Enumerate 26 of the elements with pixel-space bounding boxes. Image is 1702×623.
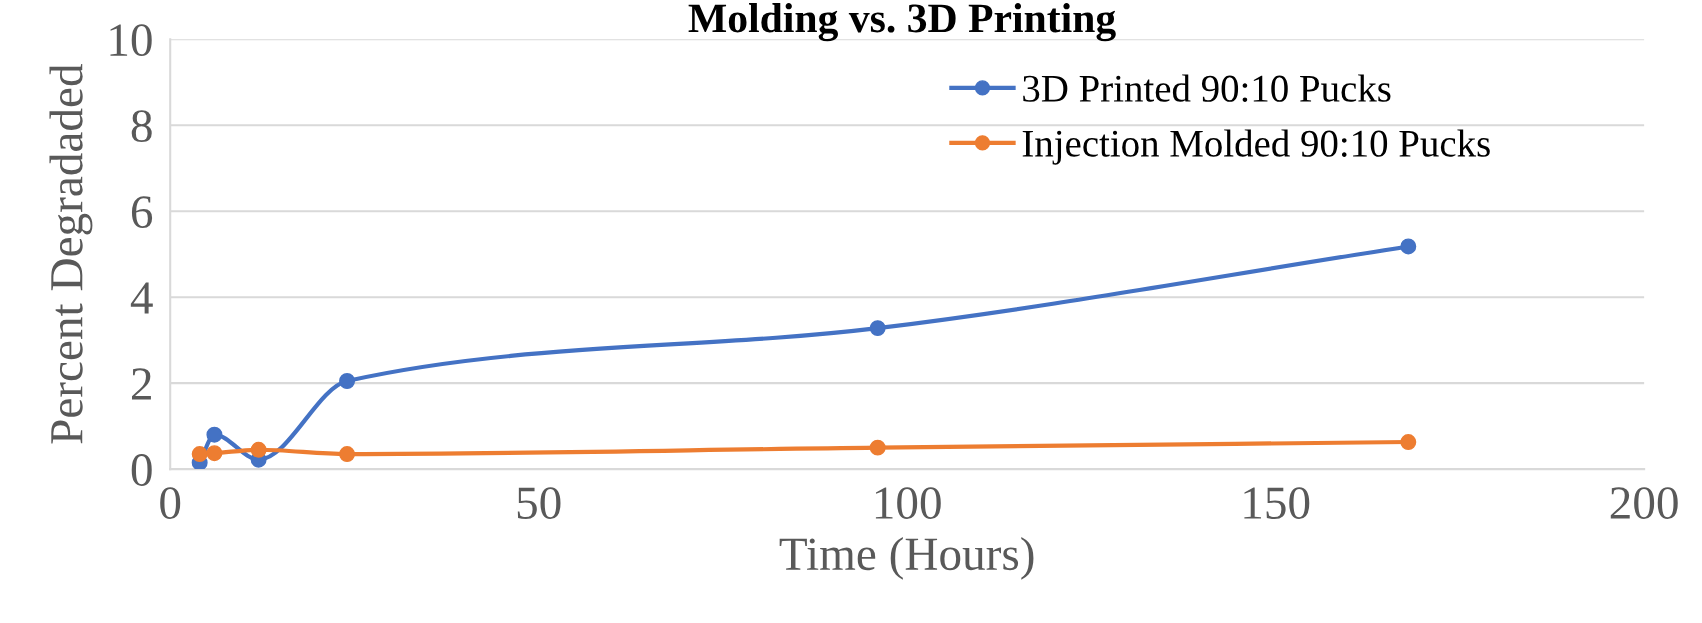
legend-label: Injection Molded 90:10 Pucks bbox=[1022, 129, 1490, 165]
x-tick-label: 100 bbox=[875, 487, 941, 520]
x-tick-label: 0 bbox=[160, 487, 181, 520]
x-axis-title: Time (Hours) bbox=[779, 536, 1034, 580]
y-tick-label: 2 bbox=[132, 368, 151, 400]
y-tick-label: 10 bbox=[110, 24, 152, 57]
point bbox=[869, 320, 886, 337]
y-tick-label: 4 bbox=[130, 282, 153, 314]
x-tick-label: 150 bbox=[1244, 487, 1310, 520]
y-tick-label: 8 bbox=[131, 110, 152, 143]
point bbox=[339, 446, 356, 463]
x-tick-label: 50 bbox=[517, 487, 561, 520]
point bbox=[339, 373, 356, 389]
point bbox=[206, 445, 223, 462]
x-tick-label: 200 bbox=[1610, 487, 1678, 520]
point bbox=[191, 446, 208, 463]
y-tick-label: 0 bbox=[131, 454, 152, 486]
chart-title: Molding vs. 3D Printing bbox=[688, 3, 1116, 42]
point bbox=[1400, 434, 1417, 451]
y-tick-label: 6 bbox=[131, 196, 153, 229]
legend-label: 3D Printed 90:10 Pucks bbox=[1023, 74, 1391, 103]
y-axis-title: Percent Degradaded bbox=[49, 64, 93, 444]
point bbox=[206, 426, 223, 443]
point bbox=[1400, 238, 1417, 255]
point bbox=[250, 441, 267, 458]
point bbox=[869, 439, 886, 456]
